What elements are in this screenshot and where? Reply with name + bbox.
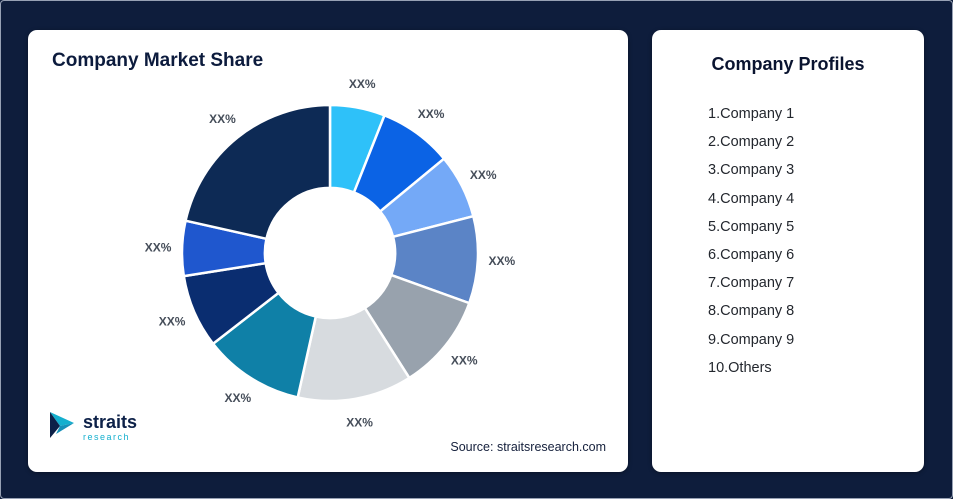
segment-value-label: XX% (418, 107, 445, 121)
company-profiles-card: Company Profiles 1.Company 1 2.Company 2 3… (652, 30, 924, 472)
segment-value-label: XX% (145, 241, 172, 255)
logo-brand-sub: research (83, 432, 131, 442)
profiles-title: Company Profiles (711, 54, 865, 74)
segment-value-label: XX% (159, 314, 186, 328)
donut-chart-svg: XX% XX% XX% XX% XX% XX% XX% XX% XX% XX% (145, 77, 516, 429)
profile-list-item: 6.Company 6 (708, 247, 795, 264)
segment-value-label: XX% (209, 112, 236, 126)
profile-list-item: 4.Company 4 (708, 190, 795, 207)
segment-value-label: XX% (346, 415, 373, 429)
source-attribution: Source: straitsresearch.com (450, 440, 606, 454)
profile-list-item: 9.Company 9 (708, 331, 795, 348)
profile-list-item: 10.Others (708, 359, 772, 376)
straits-research-logo: straits research (50, 411, 137, 444)
profile-list-item: 1.Company 1 (708, 106, 795, 122)
segment-value-label: XX% (470, 168, 497, 182)
segment-value-label: XX% (224, 391, 251, 405)
segment-value-label: XX% (349, 77, 376, 91)
donut-segment (184, 103, 332, 241)
chart-title: Company Market Share (52, 50, 264, 71)
profile-list-item: 5.Company 5 (708, 218, 795, 235)
straits-logo-icon (50, 411, 76, 444)
profile-list-item: 3.Company 3 (708, 162, 795, 179)
logo-brand-name: straits (83, 412, 138, 432)
logo-text: straits research (83, 413, 137, 442)
profile-list-item: 7.Company 7 (708, 275, 795, 292)
donut-chart: XX% XX% XX% XX% XX% XX% XX% XX% XX% XX% (28, 30, 628, 472)
profiles-list: 1.Company 1 2.Company 2 3.Company 3 4.Compa… (708, 100, 908, 382)
market-share-card: Company Market Share XX% XX% XX% XX% XX% XX% X… (28, 30, 628, 472)
profile-list-item: 2.Company 2 (708, 134, 795, 151)
segment-value-label: XX% (488, 254, 515, 268)
segment-value-label: XX% (451, 354, 478, 368)
profile-list-item: 8.Company 8 (708, 303, 795, 320)
